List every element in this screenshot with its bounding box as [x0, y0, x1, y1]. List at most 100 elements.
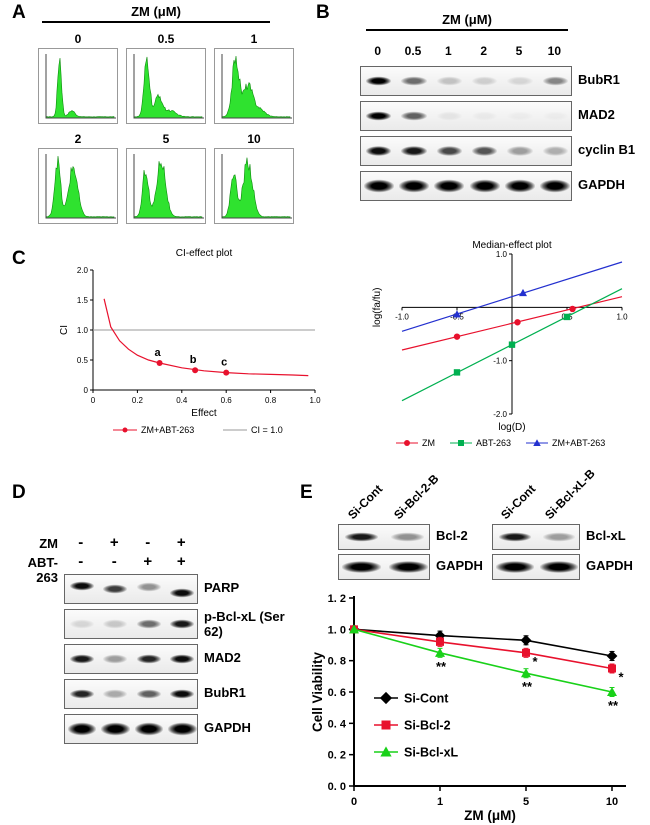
sirna-lane-label: Si-Cont — [498, 481, 539, 522]
protein-band — [507, 112, 532, 121]
protein-band — [136, 654, 161, 664]
dose-label: 1 — [250, 32, 258, 46]
data-point-marker — [192, 367, 199, 374]
point-label: a — [155, 347, 162, 359]
data-point-marker — [436, 637, 444, 646]
protein-band — [365, 146, 392, 156]
protein-band — [136, 689, 161, 699]
treatment-name: ABT-263 — [27, 555, 58, 585]
protein-band — [401, 76, 427, 86]
lane-dose-label: 1 — [444, 44, 452, 58]
y-axis-label: Cell Viability — [310, 651, 325, 732]
protein-band — [67, 722, 96, 736]
legend-label: ZM+ABT-263 — [552, 438, 605, 448]
data-point-marker — [223, 369, 230, 376]
data-point-marker — [458, 440, 464, 446]
lane-dose-label: 0.5 — [404, 44, 422, 58]
histogram-axes — [133, 154, 204, 219]
dose-label: 2 — [74, 132, 82, 146]
x-axis-label: Effect — [191, 408, 217, 419]
y-tick-label: 1.0 — [77, 326, 89, 335]
median-effect-plot: Median-effect plot-1.0-0.50.51.01.0-1.0-… — [372, 240, 628, 448]
panel-e-label: E — [300, 482, 313, 503]
y-tick-label: 0 — [84, 386, 89, 395]
protein-band — [69, 654, 94, 664]
sirna-lane-label: Si-Bcl-xL-B — [542, 466, 598, 522]
x-tick-label: 0.4 — [176, 396, 188, 405]
protein-band — [101, 722, 130, 736]
dose-label: 0 — [74, 32, 82, 46]
y-tick-label: 1.0 — [496, 250, 508, 259]
lane-dose-label: 2 — [480, 44, 487, 58]
panel-a-label: A — [12, 2, 26, 23]
sirna-lane-label: Si-Cont — [345, 481, 386, 522]
protein-band — [401, 146, 427, 156]
blot-strip — [360, 171, 572, 201]
protein-band — [469, 179, 500, 193]
x-tick-label: 5 — [523, 796, 529, 808]
series-line — [401, 296, 623, 351]
histogram-axes — [133, 54, 204, 119]
histogram-trace — [45, 57, 115, 119]
x-tick-label: 0 — [91, 396, 96, 405]
y-tick-label: -2.0 — [493, 410, 507, 419]
ci-effect-plot: CI-effect plot 0 0.5 1.0 1.5 2.0 0 0.2 0.4 0.6 0.8… — [59, 248, 321, 435]
treatment-value: - — [111, 553, 117, 570]
histogram-axes — [45, 154, 116, 219]
data-point-marker — [563, 313, 571, 321]
protein-band — [363, 179, 394, 193]
significance-marker: ** — [522, 679, 533, 694]
legend-label: CI = 1.0 — [251, 425, 283, 435]
y-axis-label: log(fa/fu) — [372, 288, 383, 327]
x-axis-label: ZM (μM) — [464, 808, 516, 823]
protein-band — [170, 619, 195, 629]
x-axis-label: log(D) — [498, 422, 525, 433]
series-line — [353, 628, 613, 657]
data-point-marker — [453, 369, 461, 376]
lane-dose-label: 10 — [547, 44, 561, 58]
blot-strip — [64, 644, 198, 674]
protein-band — [542, 146, 568, 156]
protein-band — [505, 179, 535, 193]
series-line — [353, 628, 613, 670]
legend-label: ZM+ABT-263 — [141, 425, 194, 435]
treatment-value: + — [143, 553, 153, 570]
treatment-name: ZM — [39, 536, 58, 551]
protein-band — [436, 146, 462, 156]
protein-band — [136, 582, 161, 592]
protein-band — [507, 76, 533, 86]
y-tick-label: 2.0 — [77, 266, 89, 275]
y-tick-label: -1.0 — [493, 357, 507, 366]
blot-target-label: p-Bcl-xL (Ser 62) — [204, 609, 285, 639]
protein-band — [543, 532, 575, 542]
y-tick-label: 0. 2 — [328, 750, 346, 762]
histogram-trace — [221, 157, 291, 219]
data-point-marker — [569, 305, 576, 313]
protein-band — [345, 532, 379, 542]
x-tick-label: 0.2 — [132, 396, 144, 405]
protein-band — [134, 722, 163, 736]
blot-strip — [64, 574, 198, 604]
legend-label: ZM — [422, 438, 435, 448]
y-tick-label: 1.5 — [77, 296, 89, 305]
significance-marker: * — [532, 654, 538, 669]
significance-marker: ** — [608, 698, 619, 713]
flow-histogram — [38, 148, 118, 224]
protein-band — [103, 689, 128, 699]
series-line — [401, 261, 623, 332]
histogram-axes — [221, 154, 292, 219]
dose-label: 5 — [162, 132, 170, 146]
y-tick-label: 1. 0 — [328, 624, 346, 636]
x-tick-label: 0.6 — [221, 396, 233, 405]
blot-strip — [360, 66, 572, 96]
x-tick-label: -1.0 — [395, 312, 409, 321]
protein-band — [136, 619, 161, 629]
y-tick-label: 0. 6 — [328, 687, 346, 699]
protein-band — [103, 654, 128, 664]
flow-histogram — [126, 148, 206, 224]
data-point-marker — [379, 691, 393, 705]
flow-histogram — [214, 148, 294, 224]
cell-viability-chart: 0. 00. 20. 40. 60. 81. 01. 20 1 5 10** *****… — [310, 593, 626, 823]
y-tick-label: 1. 2 — [328, 593, 346, 605]
